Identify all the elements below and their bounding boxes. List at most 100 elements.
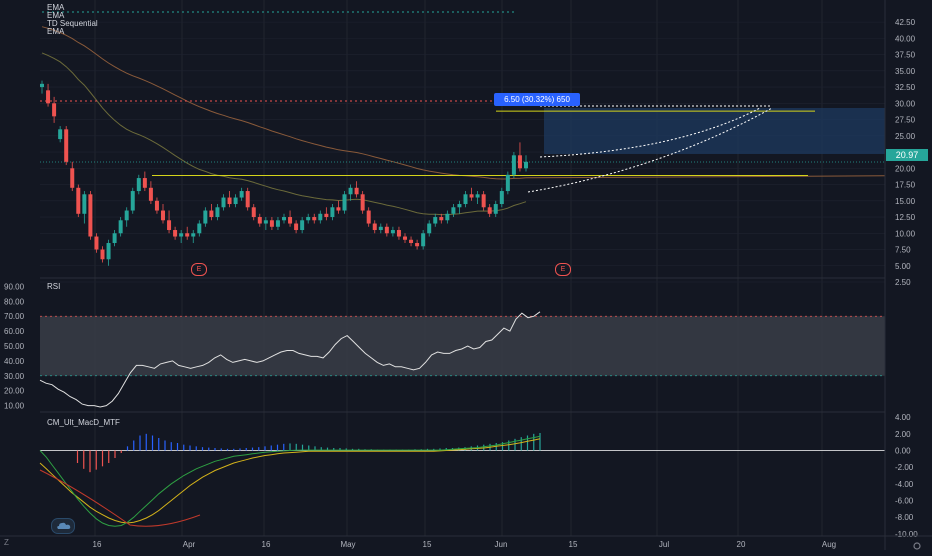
candle-body [136,178,141,192]
candle-body [221,197,226,208]
candle-body [40,83,44,88]
macd-tick-label: -6.00 [895,497,914,506]
candle-body [215,207,220,218]
macd-tick-label: 4.00 [895,413,911,422]
candle-body [505,174,510,192]
timezone-icon[interactable]: Z [4,538,9,547]
candle-30 [221,194,226,211]
candle-32 [233,194,238,208]
price-tick-label: 5.00 [895,262,911,271]
candle-53 [360,191,365,214]
candle-body [409,239,414,244]
candle-body [46,90,51,104]
price-tick-label: 7.50 [895,246,911,255]
candle-body [197,223,202,234]
candle-body [269,220,274,227]
indicator-label-macd[interactable]: CM_Ult_MacD_MTF [47,418,120,427]
candle-body [203,210,208,224]
candle-body [106,243,111,260]
candle-13 [118,217,123,237]
candle-19 [154,197,159,214]
candle-2 [52,96,57,123]
candle-23 [179,230,184,244]
candle-body [390,230,395,234]
candle-body [524,161,528,169]
macd-red-line [39,469,201,527]
candle-4 [64,126,69,166]
candle-body [318,213,323,221]
indicator-label-ema-1[interactable]: EMA [47,3,65,12]
candle-body [463,194,468,205]
time-tick-label: 15 [423,540,432,549]
macd-tick-label: -4.00 [895,480,914,489]
macd-tick-label: 0.00 [895,447,911,456]
candle-33 [239,187,244,201]
candle-73 [481,191,486,211]
price-range-label[interactable]: 6.50 (30.32%) 650 [494,93,580,106]
candle-body [348,187,353,195]
indicator-label-ema-2[interactable]: EMA [47,11,65,20]
candle-14 [124,207,129,227]
price-tick-label: 27.50 [895,116,916,125]
candle-57 [384,223,389,237]
candle-body [403,236,407,240]
candles [40,80,528,266]
candle-25 [191,230,196,244]
price-tick-label: 42.50 [895,18,916,27]
candle-body [191,233,196,237]
candle-body [148,187,153,201]
earnings-marker-2[interactable]: E [555,263,571,276]
candle-body [161,210,165,221]
candle-11 [106,239,111,266]
candle-body [124,210,129,221]
candle-64 [427,220,432,237]
candle-70 [463,191,468,208]
candle-47 [324,207,329,221]
time-tick-label: Apr [183,540,196,549]
candle-body [294,223,299,231]
candle-body [227,197,232,205]
indicator-label-td-sequential[interactable]: TD Sequential [47,19,98,28]
candle-72 [475,191,480,205]
candle-59 [396,226,401,240]
candle-12 [112,230,117,247]
price-tick-label: 35.00 [895,67,916,76]
settings-gear-icon[interactable] [910,538,924,550]
candle-body [499,191,504,205]
price-tick-label: 32.50 [895,83,916,92]
time-axis-labels: 16 Apr 16 May 15 Jun 15 Jul 20 Aug [93,540,837,549]
price-tick-label: 40.00 [895,34,916,43]
rsi-tick-label: 40.00 [4,357,25,366]
axis-labels: 42.50 40.00 37.50 35.00 32.50 30.00 27.50 25.00… [4,18,918,539]
indicator-label-rsi[interactable]: RSI [47,282,61,291]
macd-tick-label: -2.00 [895,463,914,472]
candle-78 [511,152,516,179]
candle-56 [378,223,383,234]
earnings-marker-1[interactable]: E [191,263,207,276]
candle-54 [366,207,371,227]
candle-body [100,249,105,260]
candle-body [427,223,432,234]
candle-body [64,129,69,162]
candle-61 [409,236,414,247]
candle-body [312,217,317,221]
tradingview-logo[interactable] [51,518,75,534]
candle-43 [300,217,305,234]
candle-36 [257,213,262,227]
candle-5 [70,161,75,192]
candle-6 [76,184,81,218]
candle-29 [215,204,220,221]
candle-body [239,191,244,198]
rsi-band [40,316,885,376]
candle-40 [282,213,286,224]
indicator-label-ema-3[interactable]: EMA [47,27,65,36]
candle-body [342,194,347,211]
rsi-tick-label: 10.00 [4,402,25,411]
candle-80 [524,155,528,172]
candle-62 [415,239,420,250]
candle-21 [167,210,172,234]
candle-body [167,220,172,231]
candle-body [58,129,63,140]
